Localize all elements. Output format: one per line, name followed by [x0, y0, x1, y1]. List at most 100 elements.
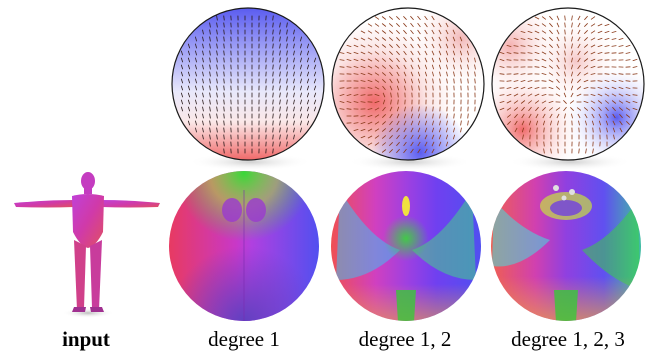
field-tick [424, 43, 428, 49]
field-tick [223, 120, 225, 126]
field-tick [527, 52, 533, 54]
field-tick [438, 43, 442, 49]
field-tick [584, 15, 588, 21]
field-tick [625, 87, 631, 89]
field-tick [367, 108, 373, 110]
field-tick [202, 36, 204, 42]
field-tick [453, 120, 455, 126]
field-tick [576, 107, 582, 111]
field-tick [520, 86, 526, 90]
field-tick [534, 93, 540, 97]
field-tick [388, 37, 394, 41]
field-tick [590, 94, 596, 96]
field-tick [300, 50, 302, 56]
field-tick [571, 50, 573, 56]
field-tick [223, 22, 225, 28]
field-tick [577, 57, 581, 63]
field-tick [521, 106, 525, 112]
field-tick [279, 120, 281, 126]
field-tick [360, 128, 366, 132]
field-tick [389, 44, 393, 48]
field-tick [360, 51, 366, 55]
field-tick [374, 72, 380, 76]
field-tick [438, 36, 442, 42]
field-tick [506, 59, 512, 61]
field-tick [286, 99, 288, 105]
normal-disc-degree-1-2 [330, 170, 482, 322]
field-tick [591, 107, 595, 111]
field-tick [611, 86, 617, 90]
field-tick [381, 16, 387, 20]
field-tick [570, 78, 574, 84]
field-tick [216, 106, 218, 112]
field-tick [367, 87, 373, 89]
field-tick [590, 73, 596, 75]
field-tick [360, 72, 366, 76]
field-tick [293, 127, 295, 133]
field-tick [513, 73, 519, 75]
field-tick [632, 94, 638, 96]
field-tick [506, 52, 512, 54]
field-tick [202, 85, 204, 91]
field-tick [564, 64, 566, 70]
field-tick [306, 85, 310, 91]
field-tick [453, 127, 455, 133]
field-tick [590, 100, 596, 104]
field-tick [279, 92, 281, 98]
field-tick [300, 113, 302, 119]
field-tick [272, 64, 274, 70]
field-tick [216, 99, 218, 105]
field-tick [272, 22, 274, 28]
field-tick [424, 36, 428, 42]
field-tick [381, 65, 387, 69]
field-tick [459, 50, 463, 56]
field-tick [542, 120, 546, 126]
field-tick [396, 64, 400, 70]
field-tick [195, 71, 197, 77]
field-tick [209, 127, 211, 133]
field-tick [396, 57, 400, 63]
field-tick [286, 22, 288, 28]
field-tick [300, 43, 302, 49]
field-tick [223, 36, 225, 42]
field-tick [604, 73, 610, 75]
field-tick [223, 134, 225, 140]
field-tick [209, 29, 211, 35]
field-tick [313, 92, 317, 98]
field-tick [223, 113, 225, 119]
field-tick [216, 120, 218, 126]
field-tick [353, 129, 359, 131]
field-tick [604, 23, 610, 27]
field-tick [585, 148, 587, 154]
field-tick [583, 58, 589, 62]
field-tick [564, 78, 566, 84]
field-tick [272, 148, 274, 154]
field-tick [367, 65, 373, 69]
field-tick [216, 57, 218, 63]
field-tick [272, 43, 274, 49]
field-tick [195, 43, 197, 49]
field-tick [513, 100, 519, 104]
field-tick [556, 78, 560, 84]
field-tick [584, 37, 588, 41]
field-tick [389, 58, 393, 62]
field-tick [598, 106, 602, 112]
field-tick [209, 78, 211, 84]
field-tick [286, 92, 288, 98]
field-tick [549, 113, 553, 119]
field-tick [396, 134, 400, 140]
field-tick [286, 71, 288, 77]
field-tick [382, 121, 386, 125]
field-tick [417, 148, 421, 154]
field-tick [279, 43, 281, 49]
field-tick [605, 120, 609, 126]
field-tick [446, 78, 448, 84]
field-tick [300, 85, 302, 91]
field-tick [577, 36, 581, 42]
field-tick [445, 141, 449, 147]
field-tick [417, 71, 421, 77]
field-tick [279, 99, 281, 105]
field-tick [506, 45, 512, 47]
caption-input: input [62, 327, 110, 351]
field-tick [618, 73, 624, 75]
